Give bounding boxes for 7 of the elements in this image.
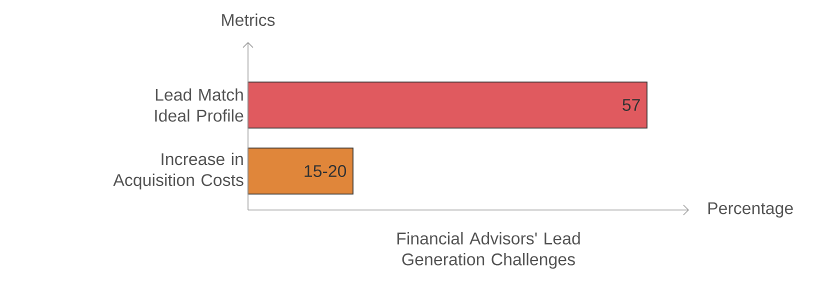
y-tick-label: Increase in Acquisition Costs <box>113 152 244 190</box>
y-tick-label: Lead Match Ideal Profile <box>155 88 244 122</box>
data-label: 15-20 <box>304 165 346 178</box>
x-axis-title: Percentage <box>708 202 793 218</box>
data-label: 57 <box>622 99 640 111</box>
y-axis-title: Metrics <box>222 14 275 26</box>
text: Financial Advisors' Lead Generation Challenges <box>397 232 580 269</box>
